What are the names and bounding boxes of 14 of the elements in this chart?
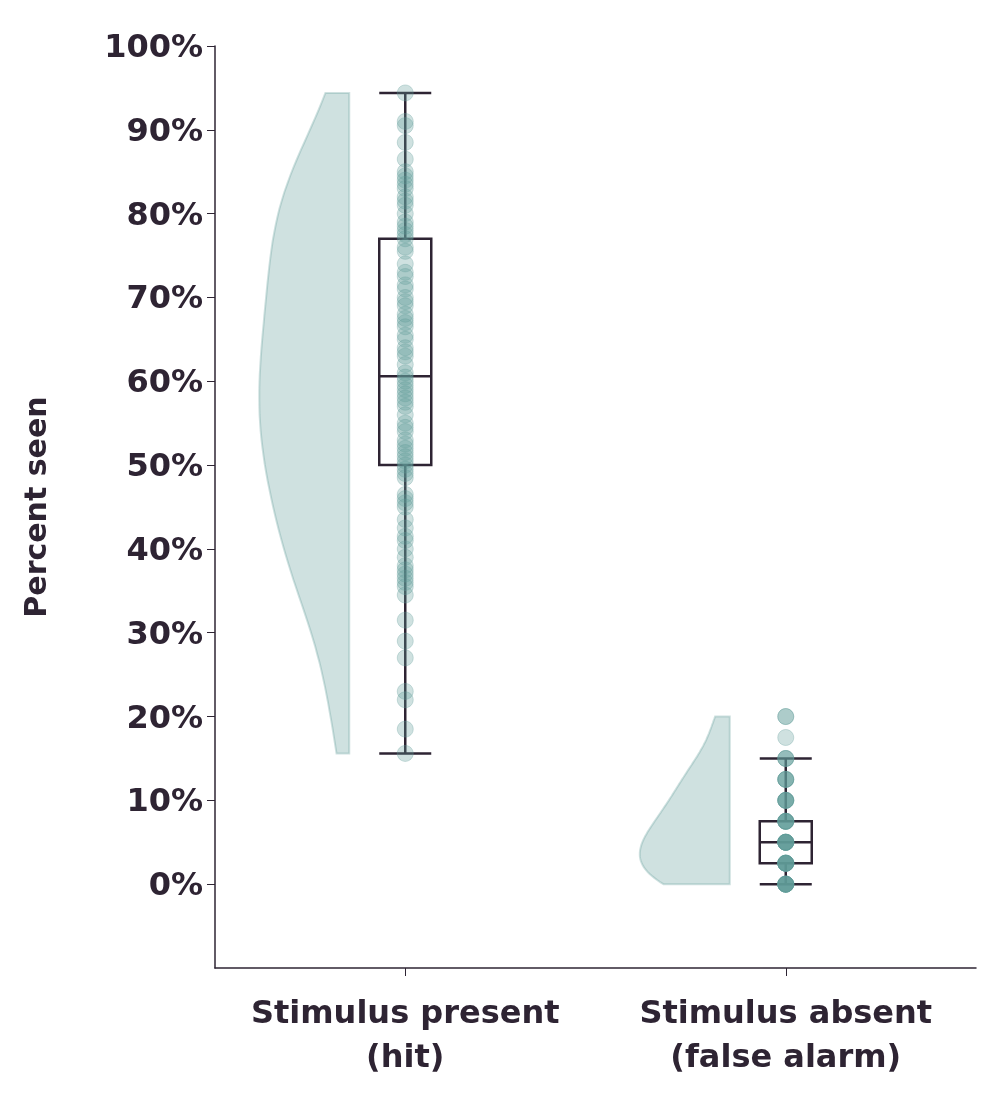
y-tick-label: 80% xyxy=(126,194,203,233)
y-tick-label: 0% xyxy=(148,865,203,904)
y-tick-label: 90% xyxy=(126,110,203,149)
y-tick-label: 20% xyxy=(126,697,203,736)
y-tick-label: 100% xyxy=(104,27,203,65)
x-tick-label: Stimulus present (hit) xyxy=(250,993,560,1075)
y-axis-title: Percent seen xyxy=(17,396,53,618)
y-tick-label: 30% xyxy=(126,613,203,652)
y-tick-label: 10% xyxy=(126,781,203,820)
y-tick-label: 70% xyxy=(126,278,203,317)
y-tick-label: 40% xyxy=(126,529,203,568)
y-tick-label: 50% xyxy=(126,446,203,485)
y-tick-label: 60% xyxy=(126,362,203,401)
x-tick-label: Stimulus absent (false alarm) xyxy=(639,993,933,1075)
